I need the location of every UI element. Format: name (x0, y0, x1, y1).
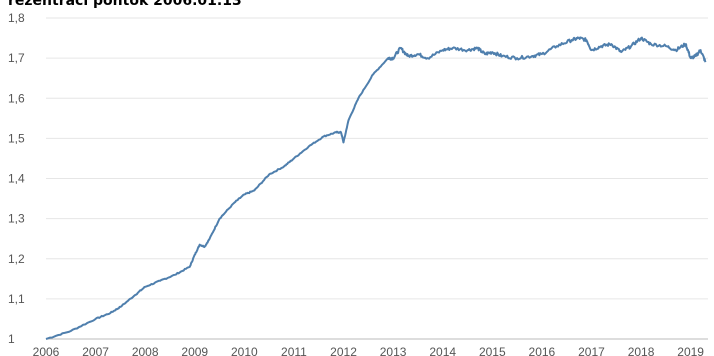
gridlines (46, 17, 708, 340)
x-tick-label: 2015 (479, 345, 506, 356)
x-tick-label: 2012 (330, 345, 357, 356)
series-line (45, 36, 707, 340)
y-tick-label: 1,7 (8, 51, 25, 65)
x-tick-label: 2017 (578, 345, 605, 356)
x-tick-label: 2014 (429, 345, 456, 356)
x-tick-label: 2010 (231, 345, 258, 356)
y-tick-label: 1,8 (8, 11, 25, 25)
x-tick-label: 2006 (33, 345, 60, 356)
y-tick-label: 1,6 (8, 91, 25, 105)
x-tick-label: 2013 (380, 345, 407, 356)
y-tick-label: 1,2 (8, 252, 25, 266)
y-tick-label: 1,4 (8, 172, 25, 186)
x-axis: 2006 2007 2008 2009 2010 2011 2012 2013 2014 2015… (33, 345, 705, 356)
y-tick-label: 1,1 (8, 292, 25, 306)
series-layer (45, 36, 707, 340)
x-tick-label: 2016 (529, 345, 556, 356)
x-tick-label: 2011 (281, 345, 307, 356)
y-tick-label: 1,5 (8, 131, 25, 145)
x-tick-label: 2009 (181, 345, 208, 356)
x-tick-label: 2019 (677, 345, 704, 356)
x-tick-label: 2007 (82, 345, 109, 356)
y-tick-label: 1,3 (8, 212, 25, 226)
y-tick-label: 1 (8, 332, 15, 346)
x-tick-label: 2018 (628, 345, 655, 356)
chart-title: rezentráci pontok 2006.01.13 (8, 0, 242, 9)
x-tick-label: 2008 (132, 345, 159, 356)
y-axis: 1 1,1 1,2 1,3 1,4 1,5 1,6 1,7 1,8 (8, 11, 25, 346)
